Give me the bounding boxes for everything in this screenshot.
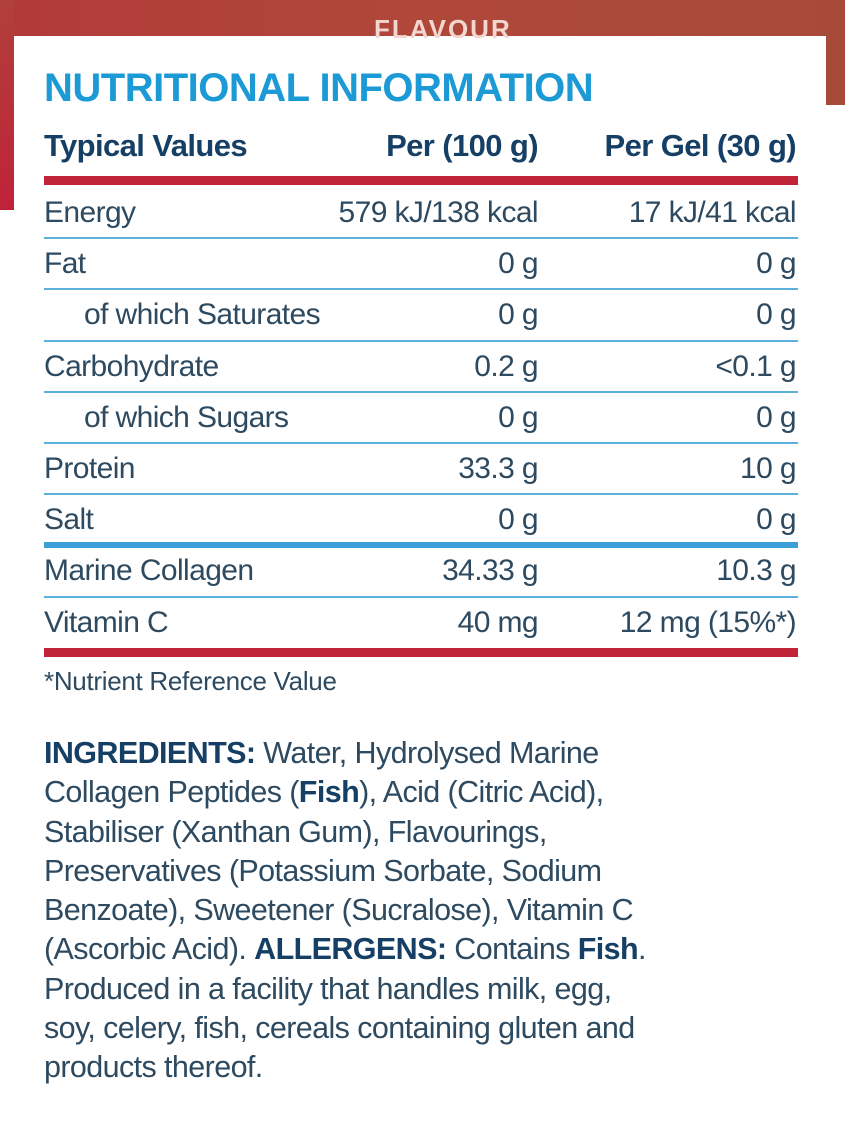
value-per-gel: 12 mg (15%*) [619,605,797,639]
row-divider [44,493,798,496]
red-divider [44,648,798,657]
table-row: of which Sugars 0 g 0 g [44,393,797,443]
ingredients-line: Benzoate), Sweetener (Sucralose), Vitami… [44,893,634,928]
allergen-fish: Fish [298,775,360,810]
value-per-gel: 10.3 g [716,554,796,588]
nutrient-name: Marine Collagen [44,554,254,588]
label-panel: FLAVOUR [14,14,826,1123]
row-divider [44,288,798,291]
ingredients-line: Contains [446,932,578,967]
red-divider [44,176,798,185]
ingredients-line: soy, celery, fish, cereals containing gl… [44,1011,635,1046]
value-per-100g: 579 kJ/138 kcal [338,196,539,229]
allergens-label: ALLERGENS: [254,932,447,967]
table-header: Typical Values Per (100 g) Per Gel (30 g… [44,128,797,168]
value-per-100g: 0 g [498,298,539,332]
value-per-gel: 0 g [756,298,797,332]
value-per-gel: 0 g [756,400,797,434]
row-divider [44,542,798,549]
allergen-fish: Fish [577,932,639,967]
header-typical-values: Typical Values [44,128,248,163]
value-per-gel: 0 g [756,503,797,537]
nutrient-name: Protein [44,452,135,485]
ingredients-line: ), Acid (Citric Acid), [359,775,604,810]
value-per-100g: 33.3 g [458,452,538,485]
ingredients-line: products thereof. [44,1050,263,1085]
row-divider [44,390,798,393]
header-per-gel: Per Gel (30 g) [604,128,797,163]
table-row: Salt 0 g 0 g [44,495,797,545]
ingredients-line: Stabiliser (Xanthan Gum), Flavourings, [44,814,547,849]
row-divider [44,339,798,342]
value-per-gel: 10 g [740,452,797,485]
value-per-gel: <0.1 g [715,349,796,383]
ingredients-line: . [638,932,646,967]
nutrient-name: Vitamin C [44,605,169,639]
ingredients-line: Produced in a facility that handles milk… [44,971,612,1006]
value-per-gel: 17 kJ/41 kcal [628,196,797,229]
page-title: NUTRITIONAL INFORMATION [44,66,594,110]
nutrient-name: of which Saturates [84,298,321,332]
ingredients-line: Preservatives (Potassium Sorbate, Sodium [44,853,602,888]
value-per-100g: 34.33 g [442,554,539,588]
header-per-100g: Per (100 g) [386,128,539,163]
left-banner [0,0,14,210]
ingredients-text: INGREDIENTS: Water, Hydrolysed Marine Co… [44,734,814,1088]
nutrient-name: Energy [44,196,136,229]
value-per-100g: 0.2 g [474,349,538,383]
nutrient-name: Salt [44,503,94,537]
value-per-gel: 0 g [756,247,797,281]
table-row: Protein 33.3 g 10 g [44,444,797,494]
ingredients-line: Collagen Peptides ( [44,775,299,810]
ingredients-line: (Ascorbic Acid). [44,932,255,967]
table-row: Fat 0 g 0 g [44,239,797,289]
table-row: Vitamin C 40 mg 12 mg (15%*) [44,598,797,648]
table-row: Energy 579 kJ/138 kcal 17 kJ/41 kcal [44,188,797,238]
row-divider [44,595,798,598]
ingredients-line: Water, Hydrolysed Marine [255,736,599,770]
nutrient-name: of which Sugars [84,400,289,434]
nutrient-name: Carbohydrate [44,349,219,383]
nutrient-name: Fat [44,247,86,281]
ingredients-label: INGREDIENTS: [44,736,256,770]
flavour-label: FLAVOUR [374,14,512,44]
table-row: Marine Collagen 34.33 g 10.3 g [44,546,797,596]
value-per-100g: 0 g [498,400,539,434]
row-divider [44,237,798,240]
value-per-100g: 0 g [498,503,539,537]
row-divider [44,442,798,444]
value-per-100g: 0 g [498,247,539,281]
table-row: of which Saturates 0 g 0 g [44,290,797,340]
footnote: *Nutrient Reference Value [44,666,337,696]
table-row: Carbohydrate 0.2 g <0.1 g [44,342,797,392]
value-per-100g: 40 mg [457,605,539,639]
